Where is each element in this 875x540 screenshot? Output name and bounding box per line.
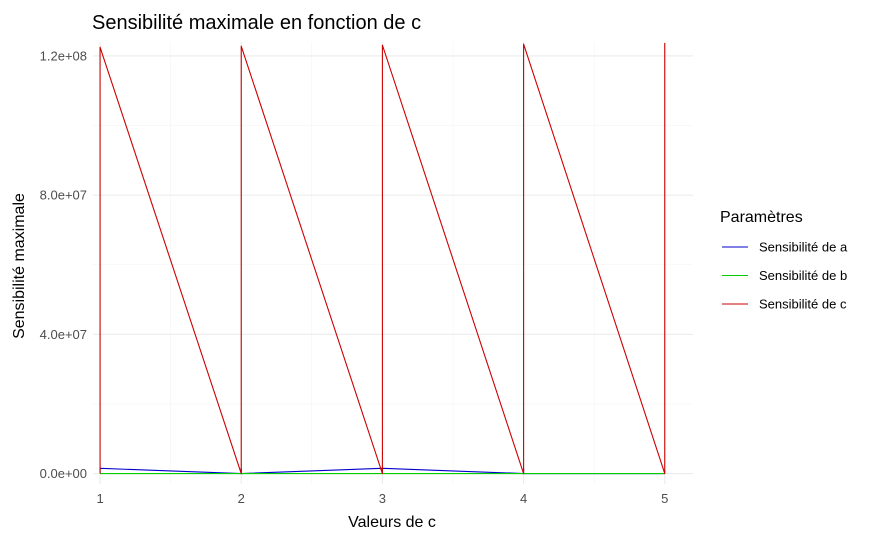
legend-label: Sensibilité de b bbox=[759, 268, 847, 283]
y-tick-label: 1.2e+08 bbox=[40, 48, 87, 63]
x-tick-label: 3 bbox=[379, 491, 386, 506]
legend: Paramètres Sensibilité de a Sensibilité d… bbox=[720, 209, 848, 312]
x-tick-label: 4 bbox=[520, 491, 527, 506]
x-tick-label: 5 bbox=[661, 491, 668, 506]
y-axis-ticks: 0.0e+00 4.0e+07 8.0e+07 1.2e+08 bbox=[40, 48, 87, 481]
legend-label: Sensibilité de c bbox=[759, 297, 847, 312]
grid bbox=[93, 42, 693, 484]
x-axis-title: Valeurs de c bbox=[348, 514, 436, 531]
legend-title: Paramètres bbox=[720, 209, 803, 226]
x-tick-label: 2 bbox=[238, 491, 245, 506]
y-axis-title: Sensibilité maximale bbox=[11, 193, 28, 339]
series-line-sensibilite-de-c bbox=[99, 43, 666, 475]
y-tick-label: 0.0e+00 bbox=[40, 466, 87, 481]
y-tick-label: 4.0e+07 bbox=[40, 327, 87, 342]
x-tick-label: 1 bbox=[96, 491, 103, 506]
chart-title: Sensibilité maximale en fonction de c bbox=[92, 12, 421, 34]
legend-label: Sensibilité de a bbox=[759, 240, 848, 255]
x-axis-ticks: 1 2 3 4 5 bbox=[96, 491, 668, 506]
plot-series bbox=[99, 43, 666, 475]
y-tick-label: 8.0e+07 bbox=[40, 188, 87, 203]
